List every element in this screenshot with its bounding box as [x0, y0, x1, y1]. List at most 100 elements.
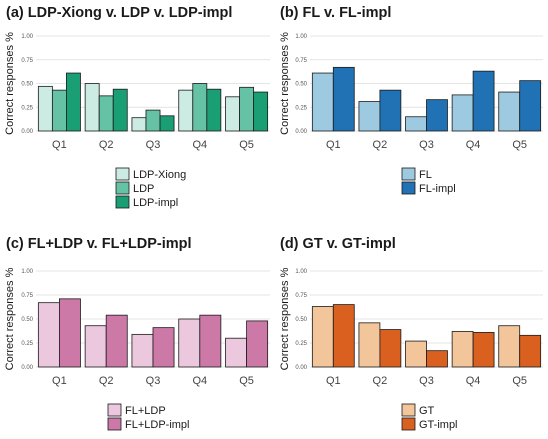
y-tick-label: 0.75 [295, 58, 307, 64]
legend-swatch [401, 403, 416, 417]
y-axis-label: Correct responses % [279, 32, 291, 135]
y-tick-label: 0.50 [295, 82, 307, 88]
y-tick-label: 1.00 [21, 269, 33, 275]
bar-gt-impl-q2 [379, 329, 402, 368]
y-tick-label: 0.25 [21, 105, 33, 111]
bar-fl-q2 [358, 101, 381, 132]
x-tick-label: Q2 [373, 139, 388, 151]
bar-ldp-xiong-q2 [84, 83, 100, 132]
bar-gt-impl-q3 [426, 350, 448, 368]
bar-ldp-impl-q5 [253, 91, 269, 132]
panel-title: (b) FL v. FL-impl [280, 5, 391, 21]
y-tick-label: 1.00 [21, 34, 33, 40]
x-tick-label: Q2 [99, 139, 114, 151]
x-tick-label: Q1 [52, 375, 67, 387]
bar-fl-ldp-impl-q4 [199, 314, 222, 368]
bar-ldp-impl-q2 [112, 88, 128, 132]
bar-ldp-xiong-q1 [37, 85, 53, 132]
x-tick-label: Q1 [326, 375, 341, 387]
x-tick-label: Q3 [419, 375, 434, 387]
bar-ldp-xiong-q4 [178, 89, 194, 132]
y-tick-label: 0.00 [21, 365, 33, 371]
bar-fl-q4 [451, 94, 474, 132]
legend-label: GT [419, 405, 435, 417]
bar-fl-q3 [405, 116, 427, 132]
bar-ldp-impl-q3 [159, 115, 175, 132]
bar-ldp-q1 [51, 89, 67, 132]
bar-fl-q1 [311, 72, 334, 132]
bar-ldp-q5 [239, 86, 255, 132]
panel-title: (d) GT v. GT-impl [280, 236, 396, 252]
y-tick-label: 0.25 [295, 105, 307, 111]
bar-fl-ldp-q5 [225, 337, 247, 368]
x-tick-label: Q5 [239, 375, 254, 387]
y-axis-label: Correct responses % [279, 267, 291, 370]
x-tick-label: Q3 [419, 139, 434, 151]
legend-label: GT-impl [419, 419, 458, 431]
x-tick-label: Q5 [239, 139, 254, 151]
bar-gt-q4 [451, 331, 474, 368]
panel-title: (a) LDP-Xiong v. LDP v. LDP-impl [6, 5, 232, 21]
legend-label: FL+LDP [125, 405, 166, 417]
y-tick-label: 0.00 [295, 365, 307, 371]
bar-fl-impl-q3 [426, 99, 448, 132]
y-tick-label: 0.00 [295, 129, 307, 135]
bar-gt-impl-q5 [519, 334, 542, 368]
legend-swatch [401, 167, 416, 181]
bar-gt-impl-q1 [332, 304, 355, 368]
x-tick-label: Q4 [466, 375, 481, 387]
bar-fl-ldp-q3 [131, 333, 154, 368]
legend-label: FL-impl [419, 183, 456, 195]
x-tick-label: Q1 [326, 139, 341, 151]
y-tick-label: 1.00 [295, 34, 307, 40]
y-tick-label: 0.25 [295, 341, 307, 347]
x-tick-label: Q4 [192, 375, 207, 387]
bar-ldp-q4 [192, 83, 208, 132]
legend-swatch [107, 403, 122, 417]
legend-swatch [401, 181, 416, 195]
x-tick-label: Q2 [373, 375, 388, 387]
panel-title: (c) FL+LDP v. FL+LDP-impl [6, 236, 192, 252]
bar-ldp-xiong-q3 [131, 117, 147, 132]
legend-label: LDP-Xiong [133, 169, 186, 181]
legend-label: LDP-impl [133, 197, 178, 209]
y-tick-label: 0.50 [21, 82, 33, 88]
bar-ldp-q2 [98, 95, 114, 132]
bar-fl-ldp-q4 [178, 318, 201, 368]
bar-fl-impl-q5 [519, 80, 542, 132]
legend-swatch [107, 417, 122, 431]
x-tick-label: Q2 [99, 375, 114, 387]
y-tick-label: 0.75 [21, 58, 33, 64]
bar-fl-impl-q2 [379, 89, 402, 132]
y-axis-label: Correct responses % [4, 32, 16, 135]
bar-gt-q3 [405, 340, 427, 368]
bar-fl-ldp-impl-q2 [105, 314, 128, 368]
x-tick-label: Q1 [52, 139, 67, 151]
bar-fl-impl-q4 [472, 70, 495, 132]
bar-gt-impl-q4 [472, 332, 495, 368]
bar-gt-q1 [311, 306, 334, 368]
bar-gt-q5 [498, 325, 521, 368]
legend-swatch [115, 195, 130, 209]
x-tick-label: Q3 [146, 139, 161, 151]
bar-ldp-q3 [145, 109, 161, 132]
bar-ldp-impl-q1 [66, 72, 81, 132]
bar-fl-ldp-impl-q1 [59, 298, 81, 368]
x-tick-label: Q4 [466, 139, 481, 151]
legend-label: LDP [133, 183, 154, 195]
bar-gt-q2 [358, 322, 381, 368]
bar-fl-impl-q1 [332, 66, 355, 132]
chart-panel-2: (b) FL v. FL-impl 0.00 0.25 0.50 0.75 1.00 Cor… [279, 5, 543, 195]
bar-fl-ldp-impl-q5 [246, 320, 269, 368]
y-tick-label: 0.25 [21, 341, 33, 347]
y-tick-label: 0.50 [295, 317, 307, 323]
bar-fl-q5 [498, 91, 521, 132]
legend-swatch [115, 167, 130, 181]
y-tick-label: 0.00 [21, 129, 33, 135]
y-tick-label: 0.75 [21, 293, 33, 299]
y-axis-label: Correct responses % [4, 267, 16, 370]
bar-fl-ldp-impl-q3 [152, 327, 175, 368]
chart-panel-1: (a) LDP-Xiong v. LDP v. LDP-impl 0.00 0.25… [4, 5, 270, 209]
bar-fl-ldp-q1 [37, 302, 60, 368]
x-tick-label: Q5 [512, 375, 527, 387]
